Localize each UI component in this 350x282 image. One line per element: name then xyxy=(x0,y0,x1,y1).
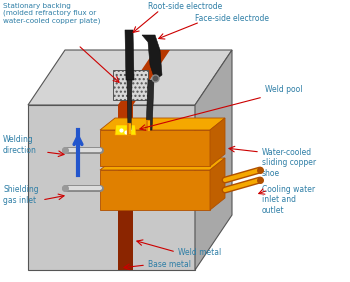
Polygon shape xyxy=(118,195,133,270)
Polygon shape xyxy=(100,130,210,166)
Polygon shape xyxy=(127,80,132,130)
Text: Weld pool: Weld pool xyxy=(265,85,302,94)
Text: Weld metal: Weld metal xyxy=(178,248,221,257)
Polygon shape xyxy=(118,50,170,105)
Polygon shape xyxy=(210,118,225,166)
Polygon shape xyxy=(146,80,154,130)
Text: Water-cooled
sliding copper
shoe: Water-cooled sliding copper shoe xyxy=(262,148,316,178)
Text: Root-side electrode: Root-side electrode xyxy=(148,2,222,11)
Polygon shape xyxy=(210,158,225,210)
Polygon shape xyxy=(28,105,195,270)
Polygon shape xyxy=(142,35,162,80)
Polygon shape xyxy=(125,30,134,80)
Polygon shape xyxy=(100,170,210,210)
Text: Face-side electrode: Face-side electrode xyxy=(195,14,269,23)
Text: Shielding
gas inlet: Shielding gas inlet xyxy=(3,185,38,205)
Polygon shape xyxy=(28,50,232,105)
Polygon shape xyxy=(115,125,136,135)
Polygon shape xyxy=(118,105,133,270)
Polygon shape xyxy=(195,50,232,270)
Polygon shape xyxy=(113,70,148,100)
Polygon shape xyxy=(100,158,225,170)
Polygon shape xyxy=(100,118,225,130)
Text: Cooling water
inlet and
outlet: Cooling water inlet and outlet xyxy=(262,185,315,215)
Text: Base metal: Base metal xyxy=(148,260,191,269)
Text: Stationary backing
(molded refractory flux or
water-cooled copper plate): Stationary backing (molded refractory fl… xyxy=(3,3,100,24)
Polygon shape xyxy=(118,155,133,195)
Text: Welding
direction: Welding direction xyxy=(3,135,37,155)
